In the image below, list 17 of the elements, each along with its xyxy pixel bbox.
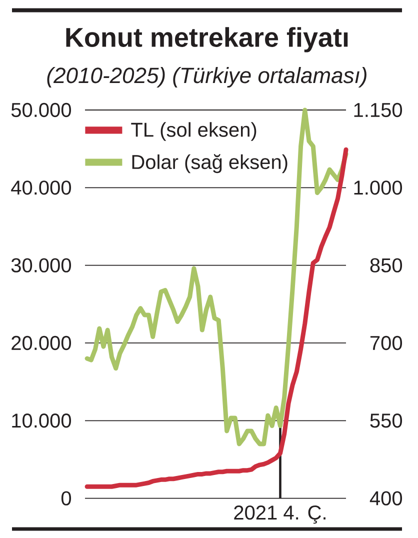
y2-tick-label: 550 (370, 414, 402, 428)
y2-tick-label: 1.000 (354, 180, 402, 195)
y-tick-label: 0 (61, 491, 72, 506)
x-tick-label: 2021 4. Ç. (234, 505, 326, 524)
y-tick-label: 10.000 (12, 414, 72, 428)
y2-tick-label: 1.150 (354, 102, 402, 118)
legend-label: TL (sol eksen) (131, 122, 256, 141)
y-tick-label: 20.000 (12, 336, 72, 350)
y2-tick-label: 700 (370, 336, 402, 350)
y2-tick-label: 850 (370, 258, 402, 272)
legend-label: Dolar (sağ eksen) (132, 154, 288, 174)
y-tick-label: 30.000 (11, 258, 72, 272)
y-tick-label: 40.000 (11, 180, 72, 195)
chart-subtitle: (2010-2025) (Türkiye ortalaması) (47, 67, 366, 88)
y2-tick-label: 400 (370, 491, 402, 506)
y-tick-label: 50.000 (11, 102, 72, 118)
chart-title: Konut metrekare fiyatı (66, 27, 348, 52)
